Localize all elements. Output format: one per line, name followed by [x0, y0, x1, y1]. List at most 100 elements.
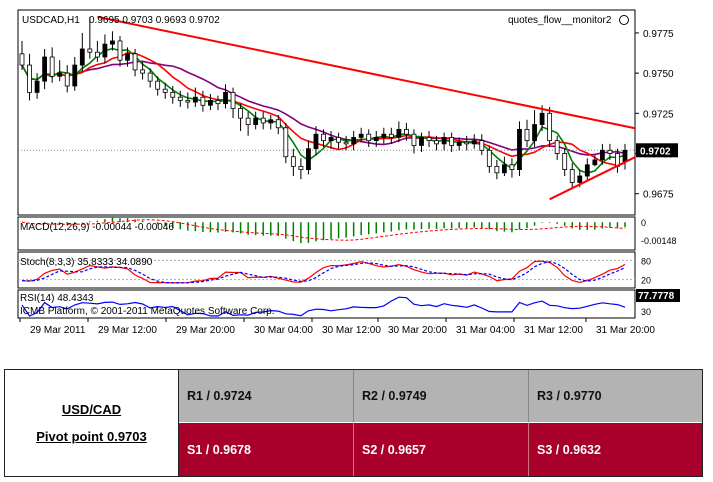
- rsi-line: [21, 296, 626, 317]
- candle-body: [539, 112, 545, 125]
- ma-fast-line: [21, 47, 626, 175]
- candle-body: [381, 133, 387, 138]
- candle-body: [547, 112, 553, 142]
- candle-body: [132, 53, 138, 71]
- x-tick-label: 31 Mar 20:00: [596, 325, 655, 336]
- x-tick-label: 29 Mar 20:00: [176, 325, 235, 336]
- stoch-d-line: [21, 261, 626, 284]
- candle-body: [584, 164, 590, 177]
- current-price-box: [636, 143, 678, 158]
- macd-pane-frame: [17, 216, 636, 251]
- candle-body: [577, 175, 583, 183]
- x-tick-label: 29 Mar 12:00: [98, 325, 157, 336]
- candle-body: [456, 141, 462, 146]
- candle-body: [532, 124, 537, 142]
- stoch-pane-frame: [17, 251, 636, 289]
- candle-body: [554, 140, 560, 154]
- candle-body: [524, 128, 530, 142]
- candle-body: [185, 100, 191, 103]
- candle-body: [388, 133, 394, 138]
- r2-cell: R2 / 0.9749: [354, 370, 529, 423]
- rsi-tick-label: 77.7778: [638, 291, 675, 302]
- candle-body: [27, 64, 32, 93]
- stoch-tick-label: 20: [641, 276, 651, 286]
- candle-body: [140, 69, 146, 74]
- macd-tick-label: -0.00148: [641, 236, 677, 246]
- candle-body: [72, 64, 78, 87]
- candle-body: [64, 72, 70, 87]
- macd-series: 0 -0.00148: [21, 217, 677, 246]
- candle-body: [79, 48, 85, 66]
- close-indicator-icon[interactable]: [619, 15, 629, 25]
- candle-body: [373, 137, 379, 142]
- candle-body: [245, 117, 251, 125]
- candle-body: [569, 169, 575, 183]
- candle-body: [298, 165, 304, 170]
- candle-body: [155, 80, 161, 90]
- candle-body: [230, 92, 236, 109]
- candle-body: [411, 133, 417, 146]
- candle-body: [147, 72, 153, 82]
- candle-body: [215, 100, 221, 105]
- candle-body: [268, 119, 274, 124]
- candle-body: [501, 164, 507, 174]
- candle-body: [94, 51, 100, 58]
- stoch-title: Stoch(8,3,3) 35.8333 34.0890: [20, 257, 153, 268]
- candle-body: [177, 96, 183, 101]
- rsi-tick-label: 30: [641, 307, 651, 317]
- ohlc-readout: 0.9695 0.9703 0.9693 0.9702: [89, 15, 220, 26]
- symbol-title: USDCAD,H1: [22, 15, 80, 26]
- candle-body: [306, 148, 311, 170]
- y-tick-label: 0.9750: [643, 69, 674, 80]
- pivot-table: USD/CAD Pivot point 0.9703 R1 / 0.9724 R…: [4, 369, 703, 477]
- trading-chart[interactable]: 0 -0.00148 80 20 77.7778 30 0.9775 0.9750 0.9…: [0, 0, 713, 350]
- rsi-title: RSI(14) 48.4343: [20, 293, 94, 304]
- stoch-tick-label: 80: [641, 256, 651, 266]
- candle-body: [200, 96, 206, 106]
- y-tick-label: 0.9725: [643, 109, 674, 120]
- candle-body: [358, 133, 364, 138]
- candle-body: [223, 92, 228, 105]
- s3-cell: S3 / 0.9632: [529, 423, 702, 476]
- macd-signal-line: [21, 219, 626, 241]
- candle-body: [162, 88, 168, 93]
- candle-body: [396, 128, 402, 138]
- candle-body: [238, 108, 243, 119]
- price-series: [18, 15, 636, 201]
- candle-body: [42, 56, 48, 82]
- candle-body: [336, 137, 341, 143]
- candle-body: [562, 153, 568, 170]
- indicator-label: quotes_flow__monitor2: [508, 15, 612, 26]
- candle-body: [192, 96, 198, 103]
- copyright-text: ICMB Platform, © 2001-2011 MetaQuotes So…: [20, 306, 275, 317]
- candle-body: [321, 133, 326, 142]
- candle-body: [471, 140, 477, 145]
- candle-body: [441, 137, 447, 145]
- x-tick-label: 29 Mar 2011: [30, 325, 86, 336]
- candle-body: [517, 128, 522, 170]
- candle-body: [110, 40, 115, 45]
- rsi-value-box: [636, 289, 680, 302]
- x-tick-label: 30 Mar 04:00: [254, 325, 313, 336]
- candle-body: [19, 53, 25, 66]
- candle-body: [125, 53, 130, 61]
- resistance-trendline: [97, 15, 636, 130]
- pair-name: USD/CAD: [61, 402, 122, 417]
- pair-cell: USD/CAD Pivot point 0.9703: [5, 370, 179, 476]
- s1-cell: S1 / 0.9678: [179, 423, 354, 476]
- candle-body: [464, 141, 470, 145]
- candle-body: [290, 156, 296, 167]
- stoch-series: 80 20: [18, 256, 651, 286]
- candle-body: [343, 141, 349, 145]
- stoch-k-line: [21, 260, 626, 284]
- candle-body: [49, 56, 55, 77]
- candle-body: [434, 140, 439, 145]
- candle-body: [479, 140, 485, 151]
- rsi-series: 77.7778 30: [21, 289, 680, 317]
- candle-body: [509, 164, 515, 170]
- candle-body: [117, 40, 123, 61]
- x-tick-label: 31 Mar 04:00: [456, 325, 515, 336]
- s2-cell: S2 / 0.9657: [354, 423, 529, 476]
- candle-body: [260, 117, 266, 124]
